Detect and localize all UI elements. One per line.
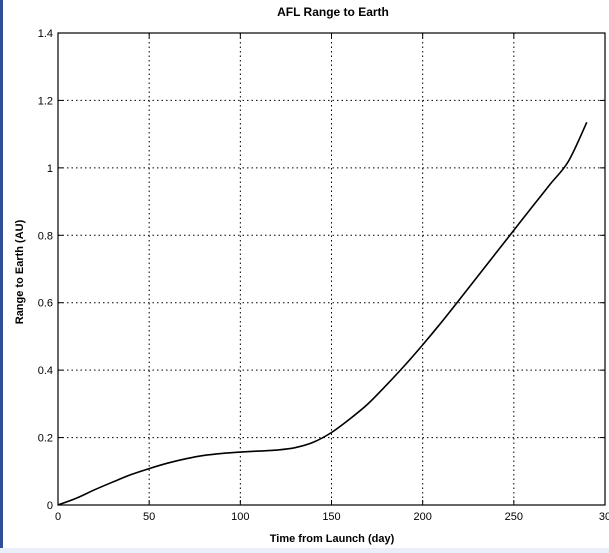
series-line-range: [57, 121, 588, 506]
x-tick-label: 100: [231, 511, 249, 523]
y-tick-labels: 0 0.2 0.4 0.6 0.8 1 1.2 1.4: [38, 28, 53, 512]
grid-lines: [58, 33, 605, 505]
y-tick-label: 0.2: [38, 433, 53, 445]
y-tick-label: 0: [47, 500, 53, 512]
y-tick-label: 0.6: [38, 298, 53, 310]
y-axis-label: Range to Earth (AU): [14, 219, 26, 324]
y-tick-label: 1.4: [38, 28, 53, 40]
axis-ticks: [57, 32, 606, 506]
x-axis-label: Time from Launch (day): [270, 533, 395, 545]
chart-title: AFL Range to Earth: [277, 5, 389, 19]
x-tick-label: 150: [322, 511, 340, 523]
x-tick-labels: 0 50 100 150 200 250 30: [55, 511, 609, 523]
y-tick-label: 0.8: [38, 230, 53, 242]
x-tick-label: 50: [143, 511, 155, 523]
y-tick-label: 0.4: [38, 365, 53, 377]
x-tick-label: 30: [599, 511, 609, 523]
x-tick-label: 0: [55, 511, 61, 523]
x-tick-label: 200: [413, 511, 431, 523]
y-tick-label: 1.2: [38, 95, 53, 107]
line-chart: AFL Range to Earth 0 50 100 150 200 250 30 0 0.…: [14, 5, 609, 545]
y-tick-label: 1: [47, 163, 53, 175]
series-layer: [57, 121, 588, 506]
x-tick-label: 250: [505, 511, 523, 523]
